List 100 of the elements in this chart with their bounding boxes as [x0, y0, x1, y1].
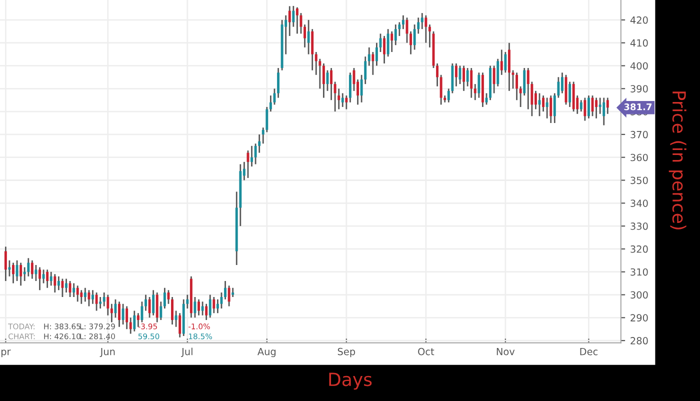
- candlestick: [568, 81, 572, 108]
- candlestick: [102, 292, 106, 307]
- y-tick-label: 410: [630, 39, 648, 47]
- x-tick-label: Aug: [257, 348, 276, 358]
- candlestick: [34, 264, 38, 282]
- candlestick: [224, 280, 226, 300]
- candlestick: [345, 94, 348, 110]
- y-tick-label: 370: [630, 130, 648, 138]
- candlestick: [584, 97, 586, 122]
- candlestick: [466, 67, 469, 88]
- candlestick: [110, 303, 113, 323]
- candlestick: [178, 312, 182, 338]
- candlestick: [478, 72, 480, 98]
- candlestick: [587, 94, 590, 120]
- candlestick: [198, 298, 200, 316]
- candlestick: [205, 303, 208, 321]
- candlestick: [38, 266, 41, 291]
- candlestick: [546, 97, 548, 120]
- candlestick: [322, 62, 325, 98]
- candlestick: [201, 300, 204, 316]
- candlestick: [171, 296, 174, 326]
- candlestick: [129, 316, 132, 334]
- candlestick: [277, 67, 280, 98]
- x-axis-title: Days: [329, 372, 372, 390]
- candlestick: [375, 42, 378, 66]
- candlestick: [580, 99, 582, 112]
- candlestick: [504, 51, 507, 74]
- candlestick: [163, 287, 166, 310]
- candlestick: [307, 19, 310, 55]
- candlestick: [160, 300, 162, 321]
- candlestick: [148, 296, 151, 318]
- candlestick: [68, 280, 72, 298]
- candlestick: [232, 287, 234, 298]
- candlestick: [216, 298, 219, 314]
- candlestick: [334, 81, 336, 112]
- y-tick-label: 330: [630, 222, 648, 230]
- x-tick-label: Jun: [100, 348, 115, 358]
- candlestick: [330, 67, 333, 101]
- x-tick-label: Nov: [496, 348, 515, 356]
- candlestick: [602, 97, 606, 126]
- y-tick-label: 310: [630, 268, 648, 276]
- candlestick: [368, 46, 370, 66]
- candlestick: [598, 97, 602, 115]
- candlestick: [386, 28, 390, 58]
- candlestick: [550, 94, 552, 124]
- candlestick: [470, 67, 473, 98]
- candlestick: [144, 294, 147, 312]
- candlestick: [390, 30, 394, 53]
- candlestick: [156, 292, 158, 323]
- candlestick: [80, 289, 83, 305]
- candlestick: [20, 262, 22, 286]
- candlestick: [410, 30, 412, 55]
- candlestick: [606, 97, 609, 115]
- candlestick: [492, 65, 496, 94]
- candlestick: [474, 83, 476, 101]
- candlestick: [30, 260, 34, 280]
- candlestick: [42, 268, 45, 284]
- candlestick: [250, 145, 253, 168]
- candlestick: [95, 292, 98, 312]
- candlestick: [12, 262, 14, 284]
- y-tick-label: 320: [630, 245, 648, 253]
- candlestick: [341, 92, 344, 108]
- candlestick: [99, 296, 102, 310]
- candlestick: [106, 294, 110, 316]
- candlestick: [46, 268, 49, 289]
- candlestick: [595, 97, 598, 120]
- candlestick: [118, 300, 120, 328]
- candlestick: [61, 278, 64, 298]
- candlestick: [133, 310, 136, 332]
- y-tick-label: 400: [630, 62, 648, 70]
- y-axis-title: Price (in pence): [668, 92, 686, 230]
- candlestick: [84, 287, 86, 302]
- x-tick-label: Dec: [580, 348, 598, 356]
- candlestick: [194, 296, 196, 318]
- candlestick: [516, 72, 518, 101]
- y-tick-label: 390: [630, 85, 648, 92]
- candlestick: [269, 94, 272, 112]
- candlestick: [92, 289, 94, 305]
- y-tick-label: 290: [630, 314, 648, 322]
- candlestick: [76, 284, 79, 302]
- candlestick: [292, 5, 295, 28]
- candlestick: [304, 24, 306, 48]
- candlestick: [372, 51, 374, 76]
- candlestick: [296, 6, 298, 34]
- candlestick: [4, 246, 7, 282]
- candlestick: [88, 289, 90, 307]
- y-tick-label: 420: [630, 16, 648, 24]
- candlestick: [54, 273, 56, 294]
- candlestick: [16, 260, 18, 282]
- candlestick: [383, 35, 386, 64]
- y-tick-label: 340: [630, 200, 648, 207]
- candlestick: [208, 294, 212, 318]
- candlestick: [500, 49, 503, 76]
- candlestick: [454, 62, 458, 88]
- candlestick: [508, 42, 510, 92]
- candlestick: [394, 24, 397, 46]
- candlestick: [288, 5, 291, 37]
- x-tick-label: Jul: [181, 348, 192, 358]
- candlestick: [402, 14, 404, 30]
- x-tick-label: Sep: [338, 348, 356, 358]
